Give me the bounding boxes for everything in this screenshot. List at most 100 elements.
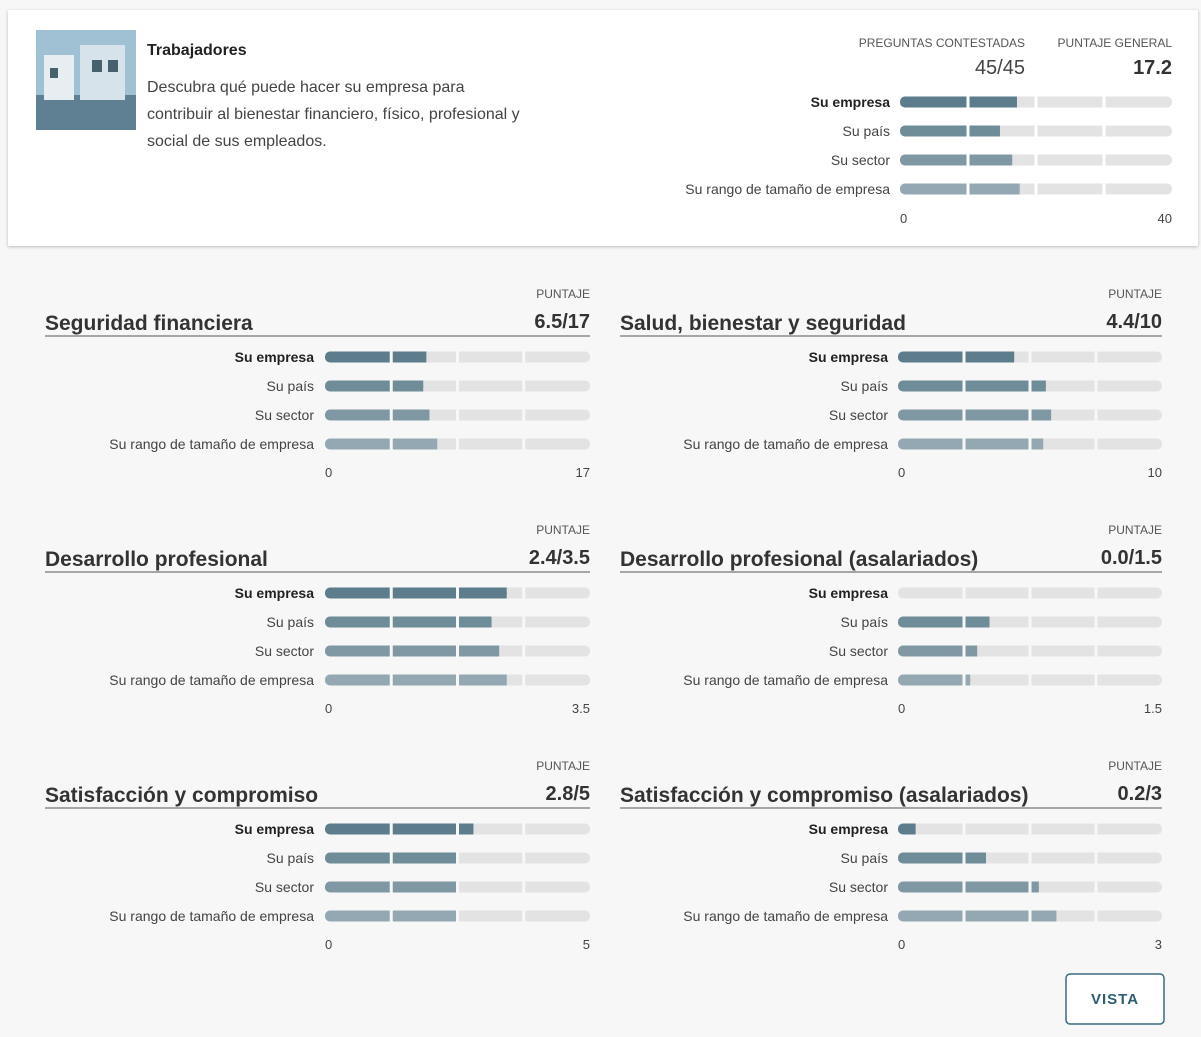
category-label: Su sector	[829, 407, 888, 423]
bar-corner	[905, 155, 1012, 166]
category-label: Su empresa	[235, 585, 315, 601]
segment-gap	[963, 881, 966, 894]
category-label: Su país	[843, 123, 890, 139]
segment-gap	[963, 616, 966, 629]
segment-gap	[1095, 674, 1098, 687]
segment-gap	[522, 645, 525, 658]
segment-gap	[1095, 645, 1098, 658]
bar-corner	[903, 617, 990, 628]
segment-gap	[522, 881, 525, 894]
bar-corner	[903, 675, 970, 686]
segment-gap	[1103, 125, 1106, 138]
segment-gap	[1095, 616, 1098, 629]
bar-corner	[330, 853, 458, 864]
segment-gap	[390, 587, 393, 600]
segment-gap	[522, 380, 525, 393]
category-label: Su rango de tamaño de empresa	[109, 436, 314, 452]
category-label: Su rango de tamaño de empresa	[109, 908, 314, 924]
category-label: Su empresa	[235, 349, 315, 365]
view-button[interactable]: VISTA	[1066, 974, 1164, 1024]
panel-title: Satisfacción y compromiso	[45, 784, 318, 807]
segment-gap	[963, 823, 966, 836]
header-title: Trabajadores	[147, 42, 247, 59]
category-label: Su país	[267, 850, 314, 866]
x-tick-label: 17	[576, 465, 590, 480]
panel-score: 2.4/3.5	[529, 547, 590, 569]
segment-gap	[1029, 645, 1032, 658]
bar-corner	[905, 97, 1017, 108]
category-label: Su empresa	[809, 821, 889, 837]
segment-gap	[390, 852, 393, 865]
segment-gap	[1095, 910, 1098, 923]
segment-gap	[390, 438, 393, 451]
segment-gap	[967, 125, 970, 138]
segment-gap	[522, 674, 525, 687]
x-tick-label: 1.5	[1144, 701, 1162, 716]
x-tick-label: 0	[325, 465, 332, 480]
category-label: Su país	[841, 850, 888, 866]
bar-corner	[903, 352, 1014, 363]
segment-gap	[456, 852, 459, 865]
panel-title: Desarrollo profesional (asalariados)	[620, 548, 978, 571]
bar-corner	[330, 824, 473, 835]
segment-gap	[522, 409, 525, 422]
bar-corner	[903, 646, 977, 657]
x-tick-label: 0	[900, 211, 907, 226]
segment-gap	[1095, 351, 1098, 364]
bar-corner	[905, 126, 1000, 137]
panel-score: 0.0/1.5	[1101, 547, 1162, 569]
category-label: Su sector	[255, 879, 314, 895]
segment-gap	[390, 823, 393, 836]
score-value: 17.2	[1133, 57, 1172, 79]
segment-gap	[456, 645, 459, 658]
category-label: Su país	[267, 378, 314, 394]
segment-gap	[390, 409, 393, 422]
segment-gap	[963, 409, 966, 422]
page: Trabajadores Descubra qué puede hacer su…	[0, 0, 1201, 1037]
panel-title: Satisfacción y compromiso (asalariados)	[620, 784, 1028, 807]
category-label: Su empresa	[811, 94, 891, 110]
answered-label: PREGUNTAS CONTESTADAS	[859, 36, 1025, 50]
x-tick-label: 3.5	[572, 701, 590, 716]
segment-gap	[390, 881, 393, 894]
segment-gap	[1029, 852, 1032, 865]
score-label: PUNTAJE	[536, 759, 590, 773]
segment-gap	[456, 616, 459, 629]
segment-gap	[1095, 823, 1098, 836]
x-tick-label: 0	[325, 937, 332, 952]
segment-gap	[1029, 587, 1032, 600]
segment-gap	[963, 380, 966, 393]
header-description: Descubra qué puede hacer su empresa para	[147, 79, 465, 96]
segment-gap	[1103, 154, 1106, 167]
score-label: PUNTAJE	[1108, 287, 1162, 301]
segment-gap	[456, 910, 459, 923]
segment-gap	[967, 183, 970, 196]
category-label: Su rango de tamaño de empresa	[685, 181, 890, 197]
score-label: PUNTAJE	[1108, 759, 1162, 773]
segment-gap	[1029, 409, 1032, 422]
segment-gap	[1095, 380, 1098, 393]
segment-gap	[390, 674, 393, 687]
bar-corner	[330, 617, 492, 628]
score-label: PUNTAJE	[1108, 523, 1162, 537]
segment-gap	[967, 96, 970, 109]
category-label: Su sector	[829, 643, 888, 659]
category-label: Su empresa	[809, 349, 889, 365]
bar-corner	[330, 381, 423, 392]
category-label: Su empresa	[809, 585, 889, 601]
segment-gap	[1095, 587, 1098, 600]
bar-corner	[903, 439, 1043, 450]
panel-score: 0.2/3	[1118, 783, 1162, 805]
panel-title: Seguridad financiera	[45, 312, 253, 335]
segment-gap	[522, 438, 525, 451]
category-label: Su país	[841, 614, 888, 630]
segment-gap	[1035, 154, 1038, 167]
segment-gap	[1103, 183, 1106, 196]
button-label[interactable]: VISTA	[1091, 991, 1139, 1008]
header-description: contribuir al bienestar financiero, físi…	[147, 106, 520, 123]
score-label: PUNTAJE GENERAL	[1058, 36, 1173, 50]
segment-gap	[963, 351, 966, 364]
segment-gap	[522, 852, 525, 865]
bar-corner	[330, 675, 507, 686]
answered-value: 45/45	[975, 57, 1025, 79]
